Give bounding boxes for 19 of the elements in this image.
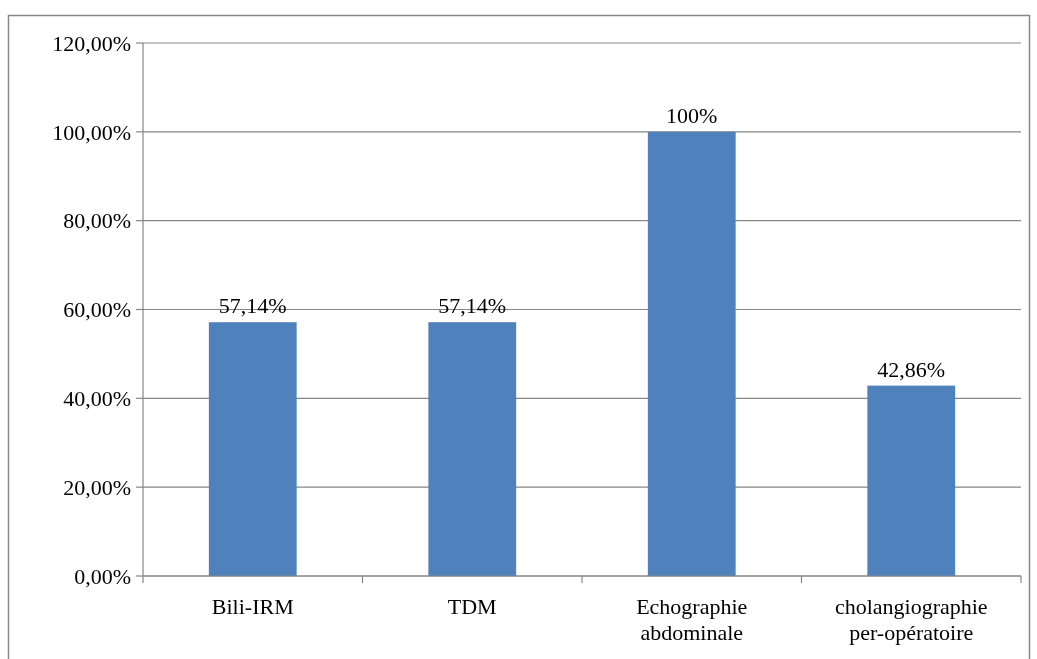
y-tick-label: 40,00% (63, 386, 131, 412)
data-label: 100% (666, 102, 718, 128)
bar (647, 131, 736, 576)
data-label: 42,86% (877, 356, 946, 382)
x-tick-label: Echographie abdominale (636, 594, 748, 645)
y-tick-label: 60,00% (63, 297, 131, 323)
x-tick-label: cholangiographie per-opératoire (834, 594, 988, 645)
y-tick-label: 100,00% (52, 119, 131, 145)
data-label: 57,14% (438, 293, 507, 319)
y-tick-label: 120,00% (52, 30, 131, 56)
bar (867, 385, 956, 576)
bar (428, 322, 517, 576)
data-label: 57,14% (218, 293, 287, 319)
x-tick-label: Bili-IRM (211, 594, 294, 619)
x-tick-label: TDM (447, 594, 497, 619)
y-tick-label: 80,00% (63, 208, 131, 234)
y-tick-label: 0,00% (74, 563, 131, 589)
y-tick-label: 20,00% (63, 474, 131, 500)
bar (208, 322, 297, 576)
